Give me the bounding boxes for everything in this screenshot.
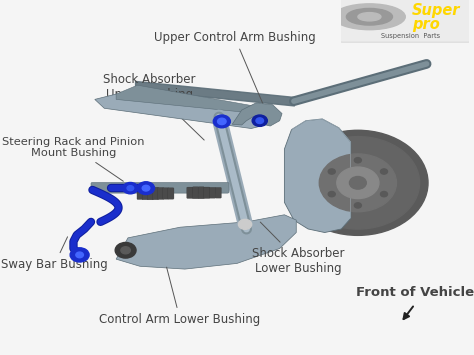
Circle shape [346,9,392,25]
Text: Shock Absorber
Upper Bushing: Shock Absorber Upper Bushing [103,73,204,140]
FancyBboxPatch shape [91,182,229,193]
Text: Control Arm Lower Bushing: Control Arm Lower Bushing [100,267,261,326]
Circle shape [76,252,83,258]
Circle shape [142,185,150,191]
Text: Steering Rack and Pinion
Mount Bushing: Steering Rack and Pinion Mount Bushing [2,137,145,181]
Polygon shape [116,215,296,269]
Circle shape [355,203,361,208]
Circle shape [238,219,252,229]
Circle shape [121,247,130,254]
Circle shape [70,248,89,262]
Text: pro: pro [411,17,439,32]
Circle shape [123,182,138,194]
Circle shape [115,242,136,258]
Circle shape [256,118,264,124]
Circle shape [127,186,134,191]
FancyBboxPatch shape [163,188,169,199]
Circle shape [218,118,226,125]
Polygon shape [116,85,261,114]
Circle shape [355,158,361,163]
Text: Shock Absorber
Lower Bushing: Shock Absorber Lower Bushing [252,222,345,275]
Circle shape [319,154,396,212]
Circle shape [328,191,335,197]
Circle shape [252,115,267,126]
Circle shape [358,12,381,21]
Circle shape [213,115,230,128]
FancyBboxPatch shape [204,187,210,198]
Circle shape [381,169,388,174]
FancyBboxPatch shape [187,187,193,198]
FancyBboxPatch shape [157,187,164,200]
Circle shape [381,191,388,197]
Circle shape [334,4,405,30]
Text: Upper Control Arm Bushing: Upper Control Arm Bushing [154,31,316,113]
Circle shape [349,176,366,189]
Polygon shape [232,103,282,126]
FancyBboxPatch shape [210,187,216,198]
FancyBboxPatch shape [137,187,143,200]
FancyBboxPatch shape [152,187,158,200]
Circle shape [288,130,428,235]
FancyBboxPatch shape [337,0,473,42]
Text: Suspension  Parts: Suspension Parts [381,33,440,39]
Circle shape [337,167,379,198]
FancyBboxPatch shape [142,187,148,200]
FancyBboxPatch shape [168,188,174,199]
Circle shape [296,137,419,229]
Circle shape [137,182,155,195]
Text: Sway Bar Bushing: Sway Bar Bushing [1,237,108,271]
Polygon shape [284,119,351,233]
Text: Front of Vehicle: Front of Vehicle [356,286,474,299]
Polygon shape [95,94,268,129]
FancyBboxPatch shape [147,187,154,200]
FancyBboxPatch shape [198,187,204,199]
Circle shape [328,169,335,174]
FancyBboxPatch shape [215,187,221,198]
Text: Super: Super [411,3,460,18]
FancyBboxPatch shape [192,187,199,199]
